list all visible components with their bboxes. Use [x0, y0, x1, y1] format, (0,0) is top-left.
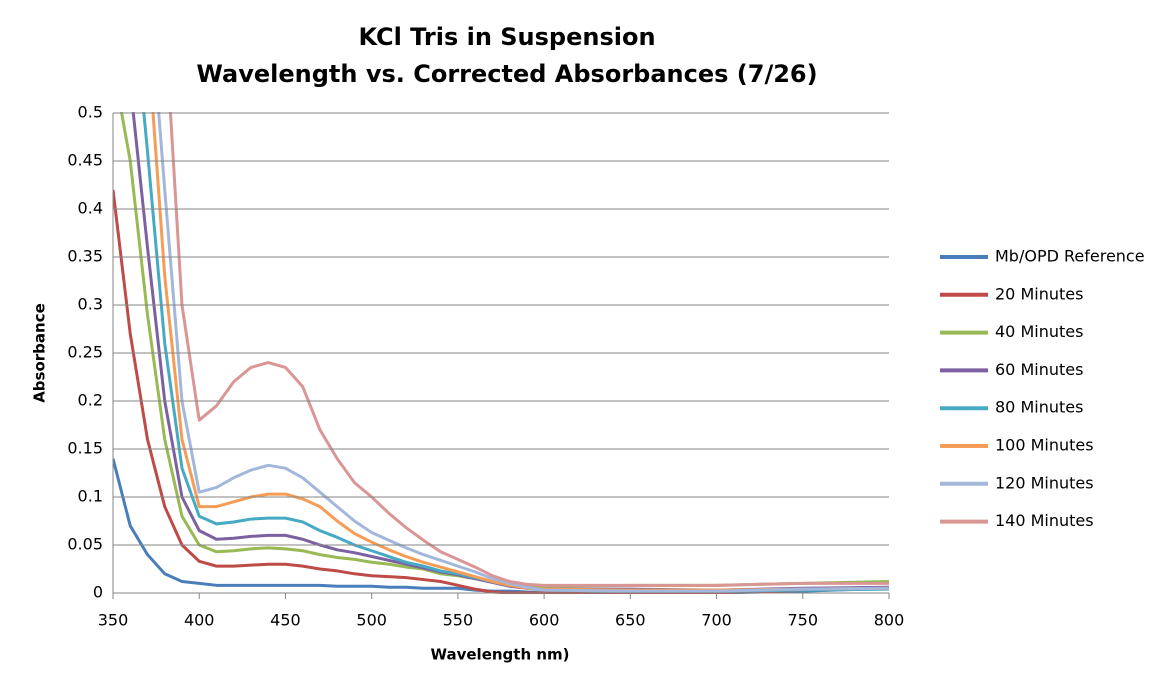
series-line — [119, 112, 890, 588]
chart-title: KCl Tris in Suspension — [358, 23, 655, 51]
x-tick-label: 400 — [184, 611, 215, 630]
x-axis-title: Wavelength nm) — [430, 646, 569, 664]
y-tick-label: 0.05 — [67, 535, 103, 554]
series-line — [113, 189, 890, 594]
y-tick-label: 0.2 — [78, 391, 103, 410]
x-tick-label: 450 — [270, 611, 301, 630]
x-tick-label: 600 — [529, 611, 560, 630]
legend-label: 40 Minutes — [995, 322, 1083, 341]
legend-label: 20 Minutes — [995, 284, 1083, 303]
y-tick-label: 0.4 — [78, 199, 103, 218]
y-tick-label: 0.1 — [78, 487, 103, 506]
legend-label: Mb/OPD Reference — [995, 247, 1145, 266]
x-tick-label: 700 — [701, 611, 732, 630]
x-tick-label: 350 — [98, 611, 129, 630]
legend-label: 100 Minutes — [995, 436, 1094, 455]
legend-label: 80 Minutes — [995, 398, 1083, 417]
y-tick-label: 0.15 — [67, 439, 103, 458]
y-tick-label: 0.25 — [67, 343, 103, 362]
series-line — [157, 112, 890, 593]
legend-label: 60 Minutes — [995, 360, 1083, 379]
x-tick-label: 750 — [788, 611, 819, 630]
y-axis-title: Absorbance — [31, 303, 49, 403]
y-tick-label: 0.45 — [67, 151, 103, 170]
chart-subtitle: Wavelength vs. Corrected Absorbances (7/… — [196, 60, 817, 88]
x-tick-label: 550 — [443, 611, 474, 630]
legend-label: 120 Minutes — [995, 473, 1094, 492]
y-tick-label: 0 — [93, 583, 103, 602]
plot-area — [113, 112, 890, 594]
x-tick-label: 500 — [356, 611, 387, 630]
y-tick-label: 0.5 — [78, 103, 103, 122]
x-tick-label: 650 — [615, 611, 646, 630]
x-tick-label: 800 — [874, 611, 905, 630]
y-tick-label: 0.35 — [67, 247, 103, 266]
y-tick-label: 0.3 — [78, 295, 103, 314]
legend-label: 140 Minutes — [995, 511, 1094, 530]
series-line — [151, 112, 890, 592]
